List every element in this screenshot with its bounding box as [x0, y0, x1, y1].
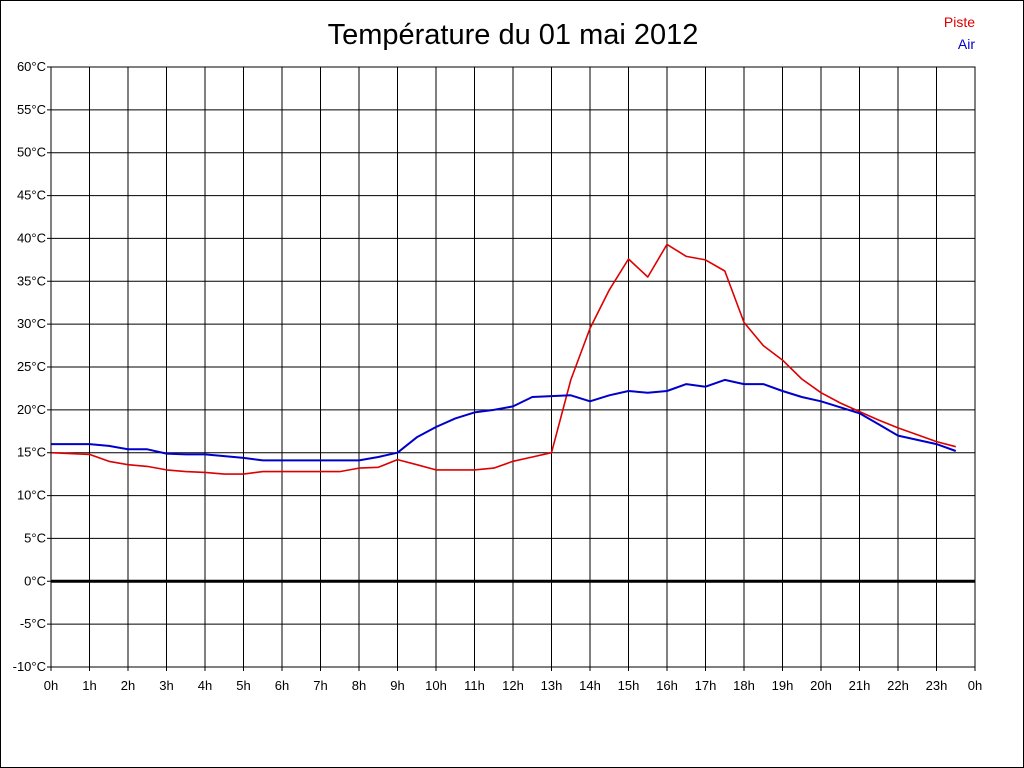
- x-tick-label: 22h: [887, 678, 909, 693]
- x-tick-label: 9h: [390, 678, 404, 693]
- x-tick-label: 23h: [926, 678, 948, 693]
- legend-piste: Piste: [943, 14, 975, 30]
- x-tick-label: 20h: [810, 678, 832, 693]
- chart-title: Température du 01 mai 2012: [327, 19, 699, 51]
- x-tick-label: 12h: [502, 678, 524, 693]
- x-tick-label: 0h: [968, 678, 982, 693]
- grid: [47, 66, 976, 671]
- x-tick-label: 4h: [198, 678, 212, 693]
- y-tick-label: 60°C: [17, 59, 46, 74]
- legend-air: Air: [957, 36, 975, 52]
- y-tick-label: 45°C: [17, 188, 46, 203]
- x-tick-label: 0h: [44, 678, 58, 693]
- y-tick-labels: 60°C 55°C 50°C 45°C 40°C 35°C 30°C 25°C 20°C 15°C…: [13, 59, 46, 674]
- x-tick-label: 7h: [313, 678, 327, 693]
- x-tick-label: 5h: [236, 678, 250, 693]
- plot-frame: [50, 66, 976, 668]
- x-tick-label: 11h: [464, 678, 485, 693]
- y-tick-label: 25°C: [17, 359, 46, 374]
- x-tick-label: 1h: [82, 678, 96, 693]
- plot-frame-group: [50, 66, 976, 668]
- x-tick-label: 10h: [425, 678, 447, 693]
- x-tick-labels: 0h 1h 2h 3h 4h 5h 6h 7h 8h 9h 10h 11h 12h 13h 14h 15h 16…: [44, 678, 982, 693]
- y-tick-label: 35°C: [17, 273, 46, 288]
- y-tick-label: 50°C: [17, 145, 46, 160]
- y-tick-label: 5°C: [24, 530, 46, 545]
- x-tick-label: 16h: [656, 678, 678, 693]
- y-tick-label: 40°C: [17, 230, 46, 245]
- y-tick-label: 20°C: [17, 402, 46, 417]
- y-tick-label: -5°C: [20, 616, 46, 631]
- y-tick-label: 10°C: [17, 488, 46, 503]
- x-tick-label: 8h: [352, 678, 366, 693]
- x-tick-label: 14h: [579, 678, 601, 693]
- x-tick-label: 2h: [121, 678, 135, 693]
- x-tick-label: 3h: [159, 678, 173, 693]
- x-tick-label: 17h: [695, 678, 717, 693]
- x-tick-label: 18h: [733, 678, 755, 693]
- series-line-piste: [50, 243, 957, 475]
- x-tick-label: 21h: [849, 678, 871, 693]
- series-group: [50, 243, 957, 475]
- y-tick-label: -10°C: [13, 659, 46, 674]
- y-tick-label: 0°C: [24, 573, 46, 588]
- y-tick-label: 30°C: [17, 316, 46, 331]
- x-tick-label: 13h: [541, 678, 563, 693]
- y-tick-label: 15°C: [17, 445, 46, 460]
- x-tick-label: 15h: [618, 678, 640, 693]
- x-tick-label: 19h: [772, 678, 794, 693]
- y-tick-label: 55°C: [17, 102, 46, 117]
- x-tick-label: 6h: [275, 678, 289, 693]
- series-line-air: [51, 378, 957, 462]
